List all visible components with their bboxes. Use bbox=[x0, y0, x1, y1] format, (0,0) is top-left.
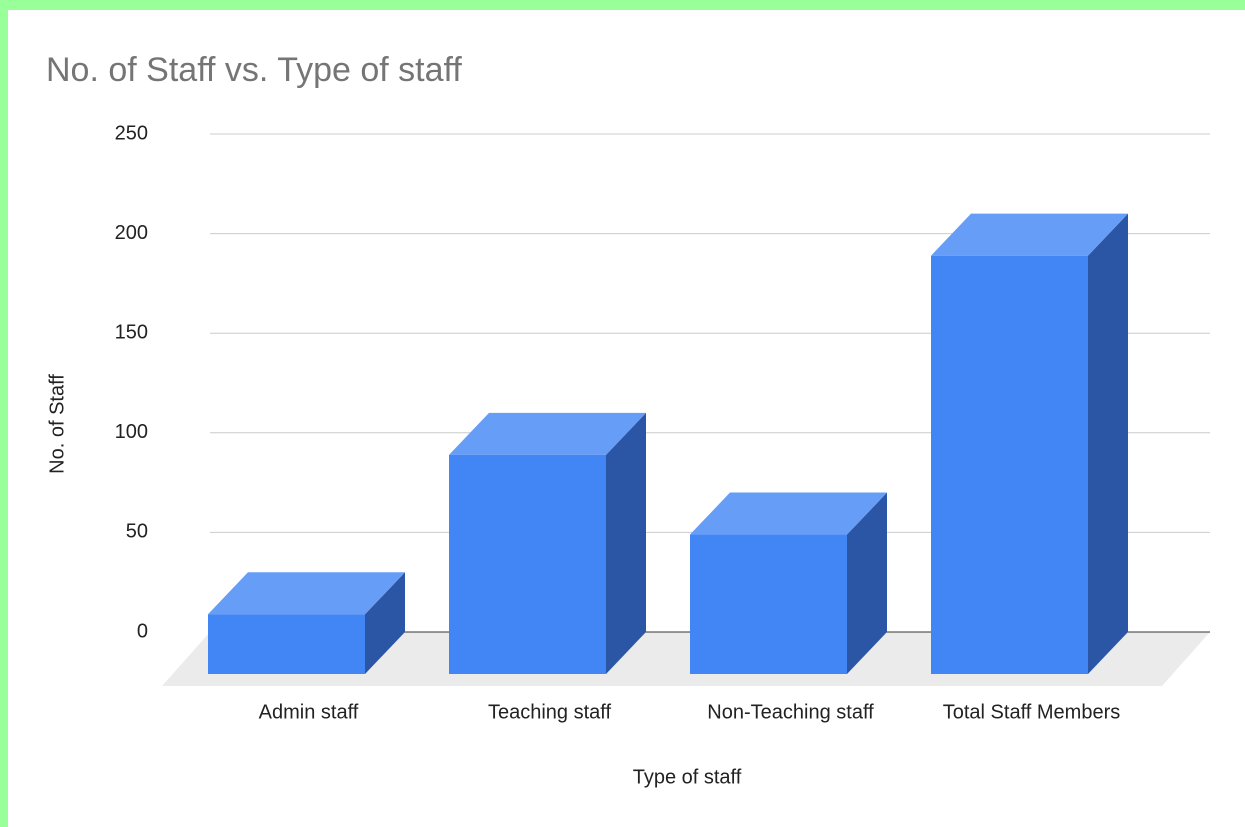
y-tick-label: 50 bbox=[126, 521, 148, 543]
bar-side bbox=[847, 492, 887, 674]
x-tick-label: Teaching staff bbox=[488, 701, 611, 723]
y-tick-label: 200 bbox=[115, 222, 148, 244]
y-tick-label: 100 bbox=[115, 421, 148, 443]
bar-top bbox=[208, 572, 405, 615]
bar-side bbox=[365, 572, 405, 674]
y-tick-label: 150 bbox=[115, 321, 148, 343]
x-axis-title: Type of staff bbox=[633, 766, 742, 788]
bar bbox=[690, 534, 847, 674]
bar-top bbox=[931, 213, 1128, 256]
chart-title: No. of Staff vs. Type of staff bbox=[46, 51, 462, 89]
y-tick-label: 250 bbox=[115, 122, 148, 144]
bar bbox=[931, 255, 1088, 674]
bar-side bbox=[1088, 213, 1128, 674]
bar bbox=[208, 614, 365, 674]
bar-top bbox=[690, 492, 887, 535]
bar-side bbox=[606, 412, 646, 674]
x-tick-label: Admin staff bbox=[259, 701, 359, 723]
x-tick-label: Non-Teaching staff bbox=[707, 701, 874, 723]
bar-top bbox=[449, 412, 646, 455]
bar bbox=[449, 454, 606, 674]
y-tick-label: 0 bbox=[137, 620, 148, 642]
y-axis-title: No. of Staff bbox=[46, 374, 68, 474]
x-tick-label: Total Staff Members bbox=[943, 701, 1120, 723]
